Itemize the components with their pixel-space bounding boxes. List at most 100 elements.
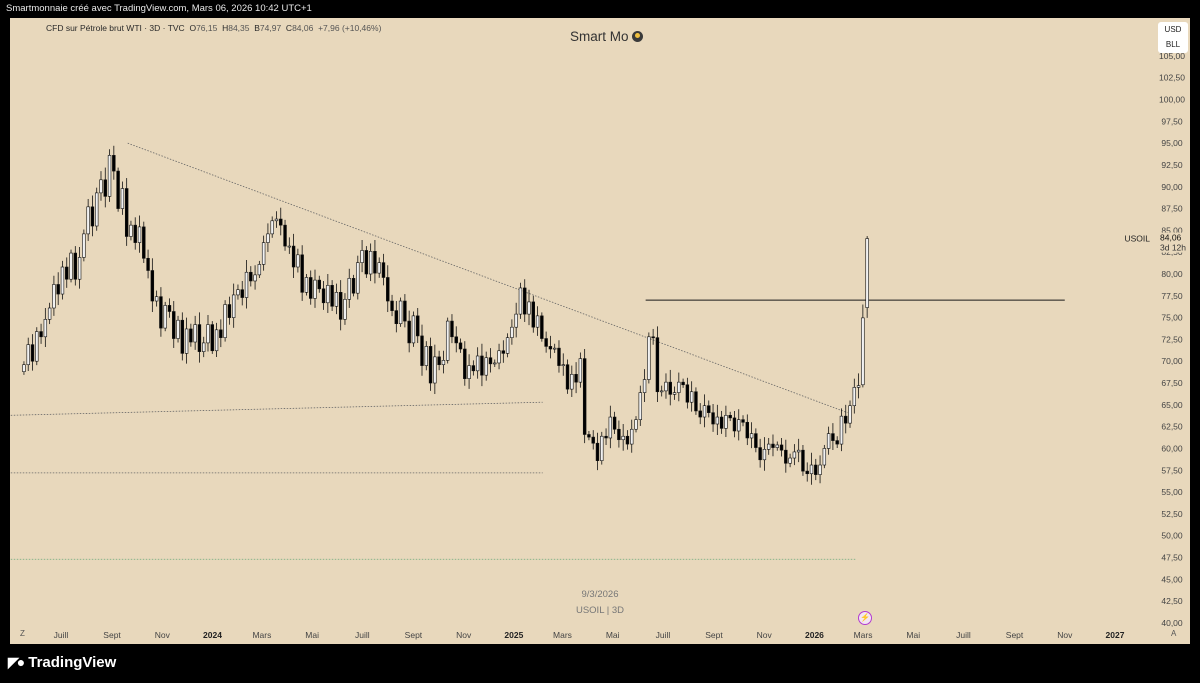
candle-body [73,252,78,280]
y-tick-label: 97,50 [1161,116,1183,126]
y-tick-label: 60,00 [1161,443,1183,453]
auto-scale-button[interactable]: A [1171,629,1177,638]
candle-body [437,356,441,366]
candle-body [685,384,690,403]
y-tick-label: 65,00 [1161,400,1183,410]
candle-body [728,414,732,419]
x-tick-label: Nov [757,630,773,640]
candle-body [202,342,206,352]
candle-body [458,342,463,350]
candle-body [574,374,578,383]
x-tick-label: Mai [906,630,920,640]
y-tick-label: 100,00 [1159,95,1185,105]
y-tick-label: 72,50 [1161,334,1183,344]
candle-body [544,338,548,347]
candle-body [467,365,471,379]
candle-body [386,277,390,302]
candle-body [737,419,741,432]
author-watermark: Smart Mo [570,29,643,44]
candle-body [664,381,668,392]
candle-body [715,416,720,425]
symbol-info: CFD sur Pétrole brut WTI · 3D · TVC O76,… [46,23,382,33]
candle-body [497,350,501,364]
candle-body [510,326,514,338]
candle-body [600,435,604,461]
tradingview-logo[interactable]: ◤● TradingView [8,654,116,671]
candle-body [403,300,407,322]
x-tick-label: 2025 [504,630,523,640]
y-tick-label: 87,50 [1161,204,1183,214]
candle-body [95,192,99,227]
candle-body [450,320,454,338]
candle-body [373,251,377,274]
brand-name: TradingView [28,654,117,671]
candle-body [779,444,784,451]
candle-body [557,347,561,366]
candle-body [296,254,300,268]
currency-label[interactable]: USD [1164,25,1182,34]
x-tick-label: 2026 [805,630,824,640]
symbol-name: CFD sur Pétrole brut WTI · 3D · TVC [46,23,185,33]
candle-body [505,337,510,354]
candle-body [351,278,356,294]
candle-body [681,381,685,386]
x-tick-label: Sept [103,630,121,640]
candle-body [831,433,835,441]
y-tick-label: 55,00 [1161,487,1183,497]
candle-body [270,220,274,235]
candle-body [689,391,694,403]
candle-body [771,443,775,448]
candle-body [214,329,219,352]
candle-body [822,448,827,466]
bolt-icon[interactable]: ⚡ [858,611,872,625]
candle-body [107,155,112,197]
candle-body [767,443,771,450]
candle-body [548,346,553,350]
zoom-button[interactable]: Z [20,629,25,638]
y-tick-label: 77,50 [1161,291,1183,301]
candle-body [116,170,120,209]
candle-body [749,433,754,439]
candle-body [441,360,446,366]
y-tick-label: 67,50 [1161,378,1183,388]
candle-body [535,315,540,328]
y-tick-label: 42,50 [1161,596,1183,606]
x-tick-label: Mai [606,630,620,640]
candle-body [176,319,180,339]
candle-body [368,251,373,275]
x-tick-label: Nov [456,630,472,640]
x-tick-label: Sept [405,630,423,640]
candle-body [856,385,861,388]
candle-body [317,279,321,290]
x-tick-label: Mars [553,630,572,640]
caption-bar: Smartmonnaie créé avec TradingView.com, … [0,0,1200,18]
candle-body [668,381,672,395]
y-tick-label: 45,00 [1161,574,1183,584]
candle-body [279,218,283,226]
candle-body [561,364,565,367]
candle-body [587,434,591,438]
candle-body [634,419,638,430]
candle-body [612,416,617,430]
candle-body [762,449,767,461]
candle-body [518,287,523,315]
candle-body [90,206,95,227]
candle-body [253,274,257,282]
x-tick-label: Sept [1006,630,1024,640]
unit-label[interactable]: BLL [1165,40,1181,49]
candle-body [39,331,43,338]
candle-body [861,317,865,386]
open-value: 76,15 [196,23,218,33]
unit-selector[interactable]: USD BLL [1158,22,1188,53]
candle-body [99,179,103,194]
candle-body [240,289,244,298]
candle-body [818,464,822,475]
candle-body [672,392,677,395]
candle-body [142,226,146,259]
candle-body [677,381,681,393]
candle-body [732,417,737,432]
drawings-layer [10,142,1065,560]
y-tick-label: 52,50 [1161,509,1183,519]
